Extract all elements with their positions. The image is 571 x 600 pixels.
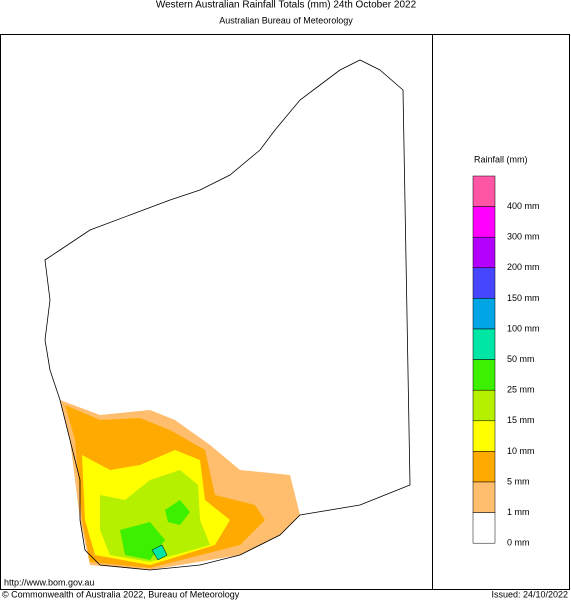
legend-label: 25 mm	[507, 385, 535, 395]
coastline	[44, 59, 411, 571]
legend-swatch	[472, 451, 496, 483]
rain-area-100	[151, 544, 168, 561]
legend-label: 300 mm	[507, 232, 540, 242]
legend-label: 200 mm	[507, 262, 540, 272]
legend-label: 400 mm	[507, 201, 540, 211]
legend-swatch	[472, 420, 496, 452]
legend-swatch	[472, 206, 496, 238]
legend-swatch	[472, 481, 496, 513]
legend-swatch	[472, 236, 496, 269]
rain-area-50b	[165, 500, 190, 525]
legend-swatch	[472, 389, 496, 422]
legend-label: 0 mm	[507, 538, 530, 548]
legend-label: 15 mm	[507, 415, 535, 425]
legend-swatch	[472, 298, 496, 330]
subtitle: Australian Bureau of Meteorology	[219, 15, 353, 25]
legend-swatch	[472, 267, 496, 299]
footer-copyright: © Commonwealth of Australia 2022, Bureau…	[2, 589, 240, 599]
title: Western Australian Rainfall Totals (mm) …	[156, 0, 417, 11]
footer-issued: Issued: 24/10/2022	[491, 589, 568, 599]
legend-swatch	[472, 175, 496, 207]
legend-label: 10 mm	[507, 446, 535, 456]
frame	[0, 34, 570, 590]
legend-label: 150 mm	[507, 293, 540, 303]
map	[44, 59, 411, 571]
legend-swatch	[472, 328, 496, 360]
legend: 400 mm 300 mm 200 mm 150 mm 100 mm 50 mm 25 mm…	[472, 175, 540, 548]
footer-url: http://www.bom.gov.au	[4, 577, 94, 587]
legend-label: 100 mm	[507, 323, 540, 333]
legend-swatch	[472, 512, 496, 544]
legend-label: 1 mm	[507, 507, 530, 517]
legend-label: 5 mm	[507, 476, 530, 486]
legend-title: Rainfall (mm)	[474, 154, 528, 164]
legend-label: 50 mm	[507, 354, 535, 364]
legend-swatch	[472, 359, 496, 391]
